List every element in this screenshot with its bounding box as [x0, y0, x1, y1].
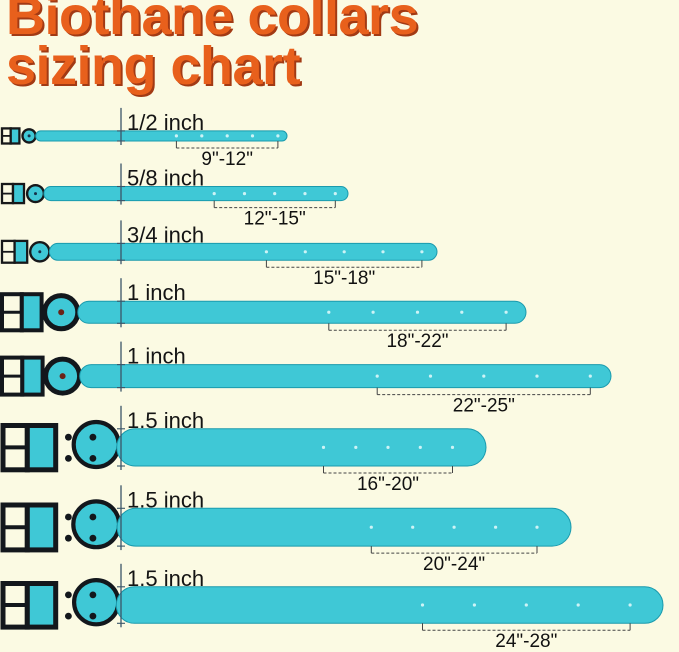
svg-text:1 inch: 1 inch	[127, 280, 186, 305]
svg-text:1.5 inch: 1.5 inch	[127, 487, 204, 512]
svg-text:22"-25": 22"-25"	[453, 395, 515, 416]
svg-text:24"-28": 24"-28"	[495, 631, 557, 652]
svg-text:9"-12": 9"-12"	[201, 149, 253, 170]
svg-text:5/8 inch: 5/8 inch	[127, 166, 204, 191]
svg-text:1.5 inch: 1.5 inch	[127, 566, 204, 591]
svg-text:12"-15": 12"-15"	[244, 208, 306, 229]
svg-text:18"-22": 18"-22"	[386, 331, 448, 352]
svg-text:1/2 inch: 1/2 inch	[127, 110, 204, 135]
svg-text:1 inch: 1 inch	[127, 344, 186, 369]
svg-text:1.5 inch: 1.5 inch	[127, 408, 204, 433]
svg-text:16"-20": 16"-20"	[357, 474, 419, 495]
svg-text:20"-24": 20"-24"	[423, 554, 485, 575]
svg-text:15"-18": 15"-18"	[313, 268, 375, 289]
svg-text:3/4 inch: 3/4 inch	[127, 222, 204, 247]
